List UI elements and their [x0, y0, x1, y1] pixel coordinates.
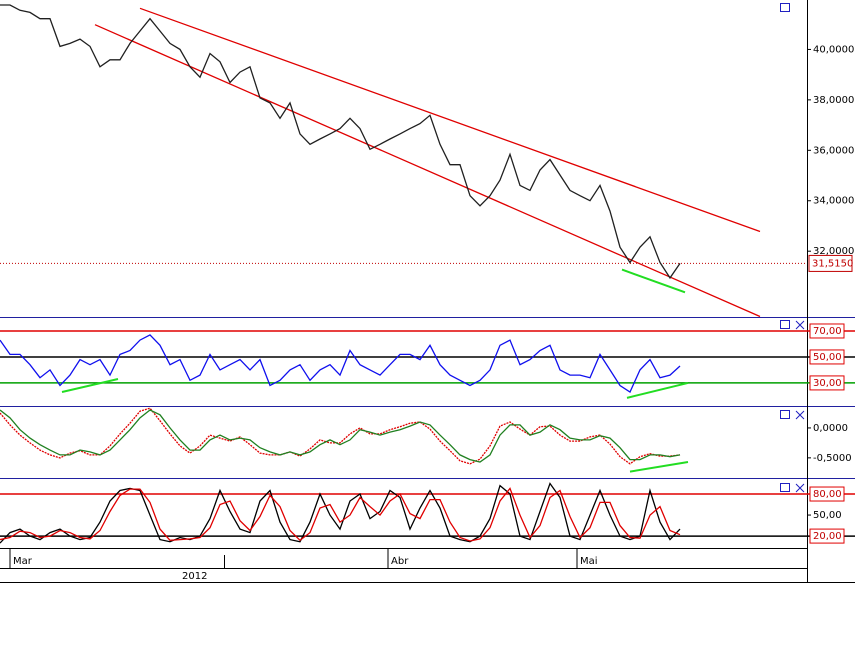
series-line: [0, 334, 681, 393]
y-tick-label: 20,00: [813, 531, 842, 542]
maximize-icon[interactable]: [780, 320, 790, 329]
y-tick-label: 80,00: [813, 489, 842, 500]
maximize-icon[interactable]: [780, 483, 790, 492]
maximize-icon[interactable]: [780, 410, 790, 419]
x-tick-label: Mar: [13, 556, 33, 567]
y-tick-box: [809, 349, 845, 365]
y-tick-label: 34,0000: [813, 196, 854, 207]
y-tick-box: [809, 486, 845, 502]
series-line: [0, 487, 681, 542]
series-line: [0, 409, 681, 463]
y-tick-box: [809, 323, 845, 339]
y-tick-label: -0,5000: [813, 453, 852, 464]
y-tick-label: 50,00: [813, 352, 842, 363]
y-tick-label: 32,0000: [813, 246, 854, 257]
y-tick-label: 38,0000: [813, 95, 854, 106]
y-tick-box: [809, 528, 845, 544]
series-line: [0, 482, 681, 544]
panel-borders: [0, 317, 855, 479]
y-tick-label: 50,00: [813, 510, 842, 521]
current-price-box: [808, 254, 853, 272]
current-price-label: 31,5150: [812, 258, 853, 269]
trend-line: [626, 381, 689, 399]
x-axis-year: 2012: [182, 571, 207, 582]
y-tick-label: 70,00: [813, 326, 842, 337]
close-icon[interactable]: [795, 320, 805, 330]
y-tick-label: 36,0000: [813, 145, 854, 156]
y-tick-label: 0,0000: [813, 423, 848, 434]
x-tick-label: Mai: [580, 556, 598, 567]
trend-line: [621, 268, 686, 294]
trend-line: [629, 461, 689, 473]
y-tick-label: 40,0000: [813, 44, 854, 55]
maximize-icon[interactable]: [780, 3, 790, 12]
axis-frame: [0, 0, 855, 583]
trend-line: [61, 378, 119, 393]
trend-line: [139, 7, 761, 233]
close-icon[interactable]: [795, 410, 805, 420]
y-tick-box: [809, 375, 845, 391]
y-tick-label: 30,00: [813, 378, 842, 389]
series-line: [0, 4, 681, 280]
close-icon[interactable]: [795, 483, 805, 493]
trend-line: [94, 24, 761, 318]
panel-icons: [780, 3, 805, 493]
series-line: [0, 407, 681, 465]
x-tick-label: Abr: [391, 556, 409, 567]
